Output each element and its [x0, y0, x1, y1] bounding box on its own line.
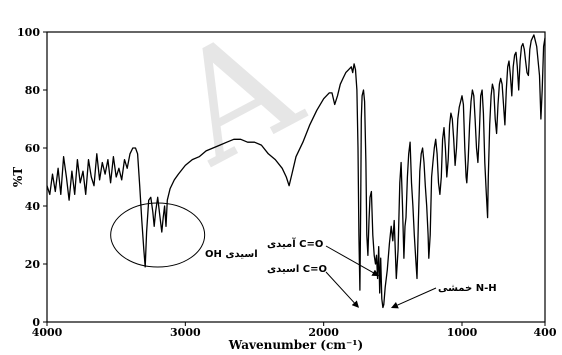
- oh-acid-label: OH اسیدی: [205, 249, 258, 260]
- y-tick-label: 60: [25, 142, 41, 155]
- spectrum-line: [46, 34, 546, 309]
- nh-bending-arrow: [391, 287, 437, 309]
- amide-co-label: آمیدی C=O: [267, 237, 323, 250]
- acid-co-label: اسیدی C=O: [267, 264, 327, 275]
- y-tick-label: 80: [25, 84, 41, 97]
- x-axis-ticks: 4000 3000 2000 1000 400: [32, 322, 557, 339]
- watermark: A: [146, 0, 326, 199]
- oh-region-circle: [110, 202, 206, 268]
- y-axis-label: %T: [11, 167, 25, 187]
- x-tick-label: 2000: [308, 326, 339, 339]
- series-layer: [46, 34, 546, 309]
- x-tick-label: 1000: [447, 326, 478, 339]
- annotations-layer: OH اسیدی آمیدی C=O اسیدی C=O خمشی N-H: [110, 202, 497, 309]
- x-tick-label: 400: [534, 326, 557, 339]
- amide-co-arrow: [325, 245, 380, 277]
- y-tick-label: 20: [25, 258, 41, 271]
- y-tick-label: 0: [32, 316, 40, 329]
- plot-area-frame: [46, 31, 546, 323]
- x-axis-label: Wavenumber (cm⁻¹): [228, 338, 363, 352]
- nh-bending-label: خمشی N-H: [438, 283, 497, 294]
- y-tick-label: 40: [25, 200, 41, 213]
- y-tick-label: 100: [17, 26, 40, 39]
- acid-co-arrow: [325, 271, 360, 308]
- y-axis-ticks: 0 20 40 60 80 100: [17, 26, 47, 329]
- x-tick-label: 3000: [170, 326, 201, 339]
- x-tick-label: 4000: [32, 326, 63, 339]
